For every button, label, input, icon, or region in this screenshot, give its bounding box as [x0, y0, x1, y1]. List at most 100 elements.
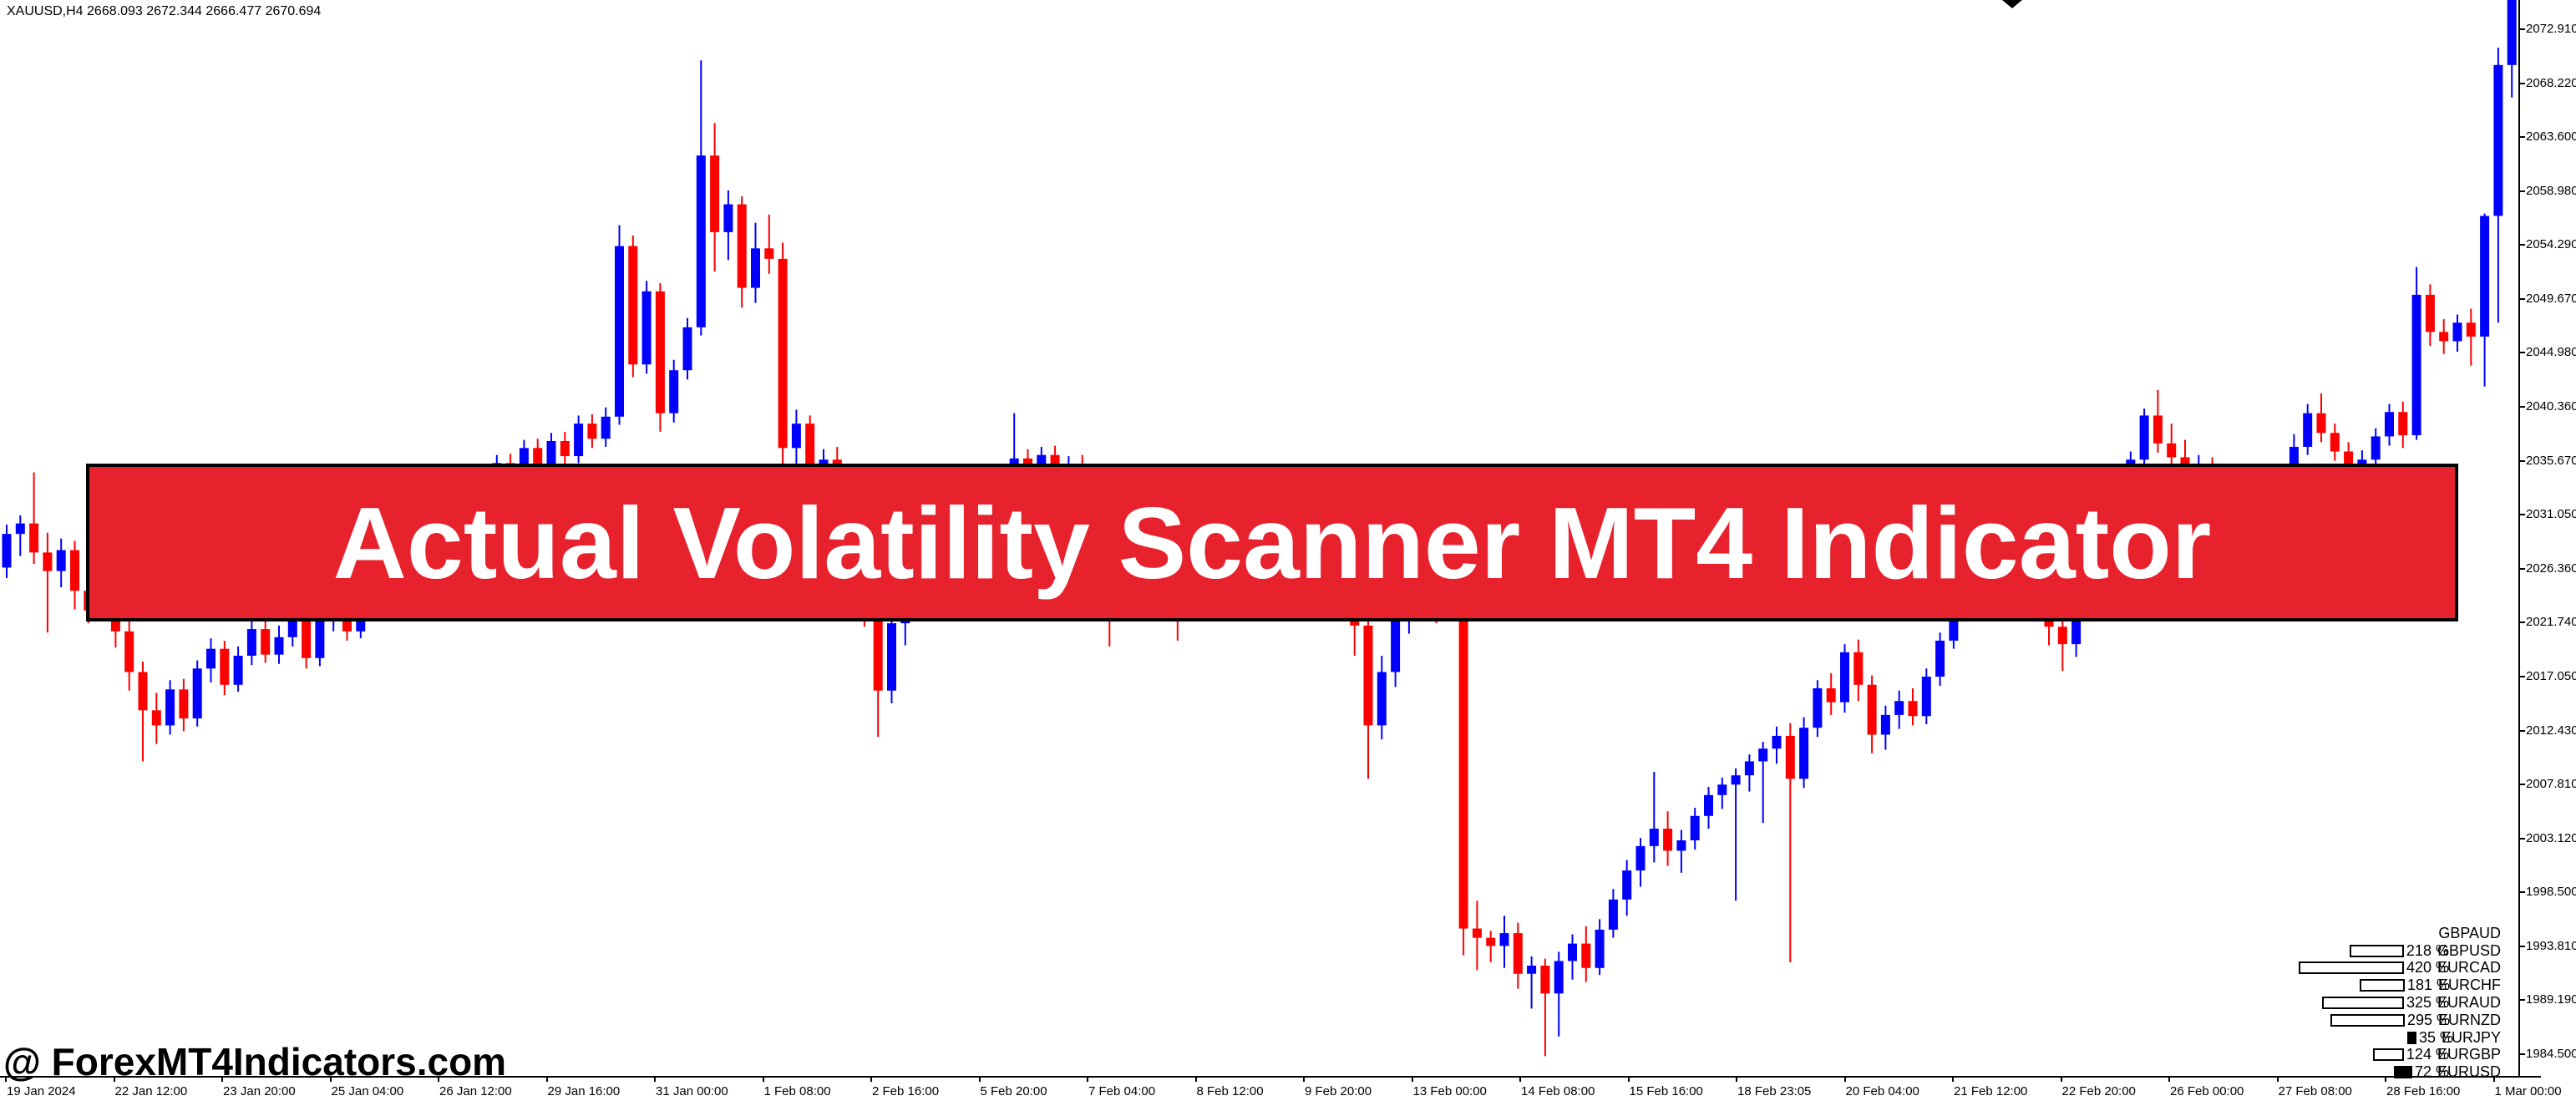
scanner-percent-value: 181 %	[2406, 977, 2450, 994]
candle-body	[519, 448, 529, 479]
scanner-percent-value: 420 %	[2406, 959, 2449, 977]
candle-body	[1554, 961, 1564, 994]
scanner-percent-value: 325 %	[2406, 993, 2449, 1011]
price-axis-tick	[2518, 729, 2525, 732]
candle-body	[2452, 322, 2462, 342]
candle-body	[887, 623, 896, 691]
price-axis-tick	[2518, 297, 2525, 300]
candle-body	[1568, 943, 1577, 961]
scanner-row: 420 % EURCAD	[2298, 959, 2501, 977]
time-axis-label: 5 Feb 20:00	[980, 1084, 1047, 1098]
candle-body	[2480, 216, 2490, 337]
time-axis-label: 19 Jan 2024	[7, 1084, 76, 1098]
candle-body	[1799, 728, 1809, 779]
price-axis-label: 2026.360	[2526, 561, 2576, 576]
scanner-pair-label: EURJPY	[2441, 1028, 2501, 1046]
scanner-row: GBPAUD	[2438, 925, 2501, 942]
scanner-pair-label: EURGBP	[2437, 1046, 2501, 1063]
time-axis-tick	[438, 1076, 439, 1082]
price-axis-label: 2021.740	[2526, 615, 2576, 630]
time-axis-tick	[545, 1076, 548, 1082]
time-axis-tick	[2060, 1076, 2062, 1082]
price-axis-label: 2040.360	[2526, 399, 2576, 414]
time-axis-label: 13 Feb 00:00	[1412, 1084, 1487, 1098]
price-axis-line[interactable]	[2518, 0, 2520, 1077]
scanner-row: 72 % EURUSD	[2394, 1063, 2501, 1081]
time-axis-tick	[1194, 1076, 1197, 1082]
time-axis-label: 22 Jan 12:00	[114, 1084, 188, 1098]
candle-body	[2071, 602, 2082, 645]
candle-body	[124, 631, 134, 672]
scanner-row: 181 % EURCHF	[2359, 977, 2501, 994]
time-axis-tick	[1411, 1076, 1413, 1082]
candle-body	[56, 550, 66, 571]
candle-body	[220, 648, 230, 685]
time-axis-label: 31 Jan 00:00	[656, 1084, 728, 1098]
time-axis-label: 2 Feb 16:00	[872, 1084, 940, 1098]
candle-body	[1935, 640, 1945, 677]
price-axis-label: 2054.290	[2526, 237, 2576, 252]
scanner-pair-label: EURUSD	[2437, 1063, 2501, 1081]
candle-body	[737, 204, 747, 288]
price-axis-tick	[2518, 244, 2525, 246]
time-axis-line[interactable]	[0, 1076, 2541, 1078]
candle-body	[2167, 443, 2177, 458]
candle-body	[233, 656, 243, 685]
candle-body	[70, 550, 79, 591]
price-axis-tick	[2518, 675, 2525, 677]
time-axis-tick	[5, 1076, 7, 1082]
price-axis-label: 2072.910	[2526, 22, 2576, 36]
time-axis-label: 22 Feb 20:00	[2061, 1084, 2136, 1098]
candle-body	[655, 291, 665, 413]
time-axis-label: 9 Feb 20:00	[1305, 1084, 1372, 1098]
candle-body	[560, 440, 570, 457]
price-axis-tick	[2518, 567, 2525, 570]
scanner-pair-label: EURCAD	[2437, 959, 2501, 977]
candle-body	[2316, 413, 2326, 434]
candle-body	[1867, 684, 1877, 735]
candle-body	[2303, 413, 2313, 447]
time-axis-label: 1 Mar 00:00	[2494, 1084, 2562, 1098]
candle-body	[1540, 966, 1550, 994]
time-axis-tick	[1843, 1076, 1846, 1082]
candle-body	[682, 327, 692, 371]
candle-body	[710, 155, 720, 232]
price-axis-label: 1998.500	[2526, 885, 2576, 900]
candle-body	[287, 616, 297, 637]
time-axis-tick	[221, 1076, 223, 1082]
scanner-volatility-bar	[2359, 979, 2405, 992]
candle-body	[1880, 714, 1890, 735]
price-axis-label: 2063.600	[2526, 129, 2576, 145]
candle-body	[29, 523, 39, 553]
scanner-percent-value: 35 %	[2418, 1028, 2453, 1046]
time-axis-label: 21 Feb 12:00	[1954, 1084, 2028, 1098]
candle-body	[615, 246, 624, 417]
candle-body	[574, 424, 584, 457]
time-axis-label: 25 Jan 04:00	[331, 1084, 404, 1098]
volatility-scanner-panel: GBPAUD 218 % GBPUSD 420 % EURCAD 181 % EURCHF 3…	[2298, 925, 2501, 1081]
candle-body	[1458, 576, 1468, 929]
candle-body	[669, 370, 679, 413]
candle-body	[1527, 966, 1537, 974]
time-axis-label: 7 Feb 04:00	[1088, 1084, 1156, 1098]
candle-body	[696, 155, 706, 327]
time-axis-tick	[762, 1076, 764, 1082]
scanner-row: 325 % EURAUD	[2322, 994, 2501, 1012]
candle-body	[1486, 937, 1496, 946]
price-axis-label: 2068.220	[2526, 75, 2576, 90]
price-axis-tick	[2518, 945, 2525, 947]
candle-body	[533, 448, 543, 469]
candle-body	[764, 248, 774, 259]
scanner-pair-label: EURCHF	[2438, 977, 2501, 994]
candle-body	[1772, 735, 1782, 749]
candle-body	[2466, 322, 2476, 337]
price-axis-tick	[2518, 1053, 2525, 1056]
candle-body	[1499, 933, 1509, 946]
time-axis-tick	[1627, 1076, 1630, 1082]
candle-body	[2153, 415, 2163, 444]
candle-body	[2493, 64, 2503, 216]
candle-body	[2385, 412, 2394, 437]
promo-banner-text: Actual Volatility Scanner MT4 Indicator	[332, 485, 2212, 600]
candle-body	[1785, 735, 1795, 779]
